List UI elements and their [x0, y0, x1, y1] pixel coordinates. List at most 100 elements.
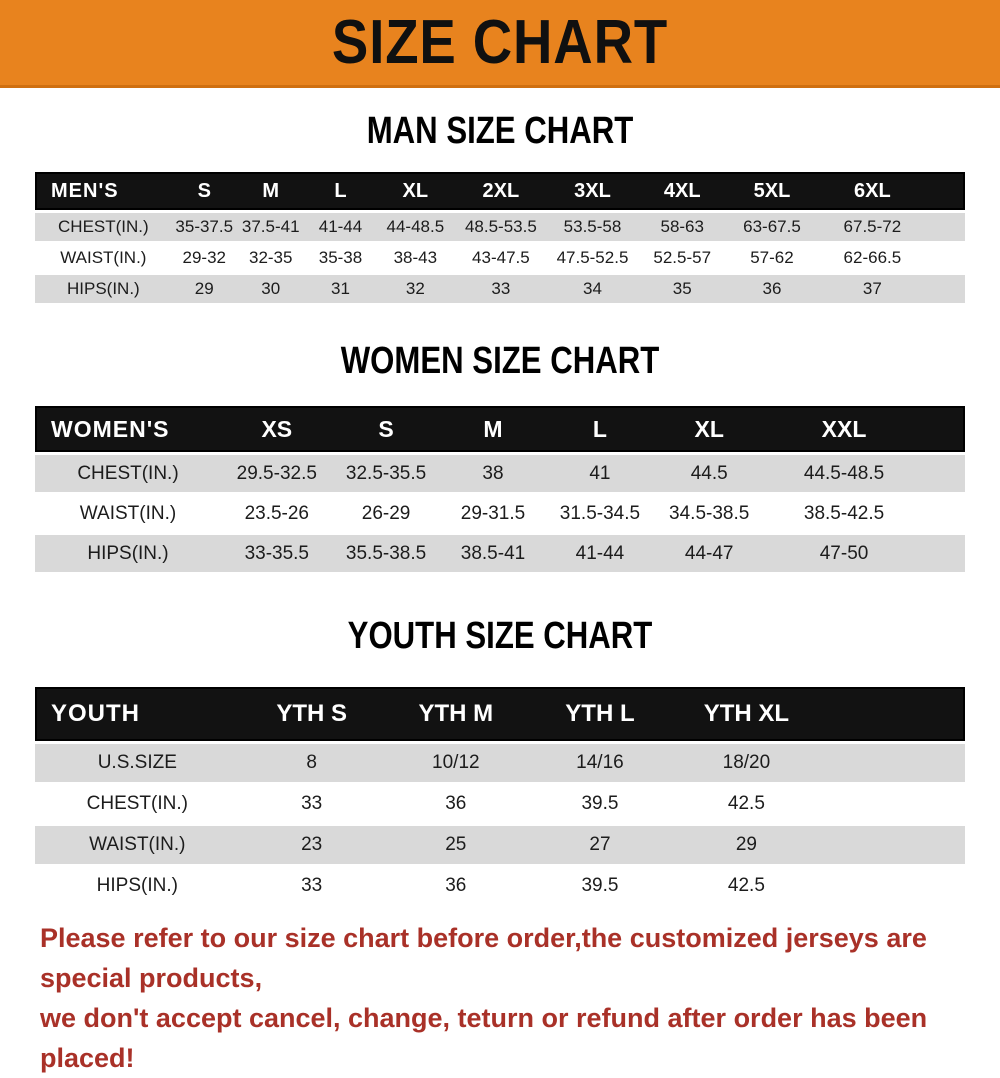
youth-table-row: HIPS(IN.) 33 36 39.5 42.5 — [35, 867, 965, 905]
row-label: HIPS(IN.) — [35, 275, 172, 303]
size-cell: 44.5 — [653, 455, 765, 492]
size-cell: 63-67.5 — [726, 213, 818, 241]
men-size-column-header: L — [304, 172, 377, 210]
size-cell: 39.5 — [527, 785, 673, 823]
size-cell: 42.5 — [672, 867, 821, 905]
men-size-column-header: XL — [376, 172, 455, 210]
men-table-row: HIPS(IN.) 29 30 31 32 33 34 35 36 37 — [35, 275, 965, 303]
women-table-row: CHEST(IN.) 29.5-32.5 32.5-35.5 38 41 44.5 44.5… — [35, 455, 965, 492]
size-cell: 62-66.5 — [817, 244, 928, 272]
row-label: CHEST(IN.) — [35, 785, 240, 823]
size-chart-banner-title: SIZE CHART — [331, 8, 669, 77]
size-cell: 58-63 — [637, 213, 727, 241]
men-table-row: CHEST(IN.) 35-37.5 37.5-41 41-44 44-48.5 48.5… — [35, 213, 965, 241]
size-cell: 8 — [239, 744, 384, 782]
row-label: U.S.SIZE — [35, 744, 240, 782]
size-cell: 33-35.5 — [221, 535, 333, 572]
size-cell: 26-29 — [332, 495, 440, 532]
men-corner-label: MEN'S — [35, 172, 172, 210]
women-size-column-header: XXL — [765, 406, 924, 452]
size-cell: 38 — [439, 455, 547, 492]
size-cell: 29-31.5 — [439, 495, 547, 532]
size-chart-content: MAN SIZE CHART MEN'S S M L XL 2XL 3XL 4XL 5XL 6XL… — [0, 110, 1000, 1078]
size-cell: 38.5-41 — [439, 535, 547, 572]
men-size-column-header: 5XL — [726, 172, 818, 210]
youth-size-column-header: YTH L — [527, 687, 673, 741]
size-cell: 35 — [637, 275, 727, 303]
size-cell: 30 — [236, 275, 305, 303]
youth-table-row: CHEST(IN.) 33 36 39.5 42.5 — [35, 785, 965, 823]
size-cell: 38-43 — [376, 244, 455, 272]
size-cell: 31 — [304, 275, 377, 303]
row-label: WAIST(IN.) — [35, 244, 172, 272]
size-cell: 32-35 — [236, 244, 305, 272]
size-cell: 43-47.5 — [454, 244, 548, 272]
size-cell: 35.5-38.5 — [332, 535, 440, 572]
size-cell: 27 — [527, 826, 673, 864]
size-cell: 44.5-48.5 — [765, 455, 924, 492]
size-cell: 47.5-52.5 — [547, 244, 638, 272]
women-size-table: WOMEN'S XS S M L XL XXL CHEST(IN.) 29.5-32.5 32.5… — [35, 403, 965, 575]
women-size-column-header: L — [546, 406, 654, 452]
size-cell: 53.5-58 — [547, 213, 638, 241]
row-label: HIPS(IN.) — [35, 535, 221, 572]
size-cell: 39.5 — [527, 867, 673, 905]
women-size-column-header: S — [332, 406, 440, 452]
women-size-chart-title: WOMEN SIZE CHART — [340, 340, 660, 382]
size-cell: 52.5-57 — [637, 244, 727, 272]
size-cell: 44-47 — [653, 535, 765, 572]
size-cell: 36 — [383, 867, 528, 905]
women-size-column-header: M — [439, 406, 547, 452]
size-cell: 47-50 — [765, 535, 924, 572]
size-cell: 37 — [817, 275, 928, 303]
youth-table-row: WAIST(IN.) 23 25 27 29 — [35, 826, 965, 864]
size-cell: 18/20 — [672, 744, 821, 782]
order-note-line1: Please refer to our size chart before or… — [40, 923, 927, 993]
size-chart-banner: SIZE CHART — [0, 0, 1000, 88]
size-cell: 36 — [726, 275, 818, 303]
filler-cell — [927, 172, 965, 210]
filler-cell — [923, 535, 965, 572]
women-size-column-header: XL — [653, 406, 765, 452]
youth-size-table: YOUTH YTH S YTH M YTH L YTH XL U.S.SIZE 8 10/12… — [35, 684, 965, 908]
size-cell: 29 — [672, 826, 821, 864]
filler-cell — [927, 244, 965, 272]
filler-cell — [927, 213, 965, 241]
youth-size-column-header: YTH M — [383, 687, 528, 741]
size-cell: 35-38 — [304, 244, 377, 272]
youth-corner-label: YOUTH — [35, 687, 240, 741]
size-cell: 34 — [547, 275, 638, 303]
women-size-column-header: XS — [221, 406, 333, 452]
filler-cell — [923, 495, 965, 532]
men-size-column-header: 3XL — [547, 172, 638, 210]
youth-size-column-header: YTH S — [239, 687, 384, 741]
men-size-column-header: 2XL — [454, 172, 548, 210]
youth-size-chart-title: YOUTH SIZE CHART — [347, 615, 653, 657]
filler-cell — [820, 826, 965, 864]
filler-cell — [820, 687, 965, 741]
order-note: Please refer to our size chart before or… — [40, 918, 1000, 1078]
filler-cell — [820, 785, 965, 823]
women-table-row: WAIST(IN.) 23.5-26 26-29 29-31.5 31.5-34.5 34… — [35, 495, 965, 532]
row-label: WAIST(IN.) — [35, 826, 240, 864]
size-cell: 57-62 — [726, 244, 818, 272]
man-size-chart-title: MAN SIZE CHART — [366, 110, 634, 152]
men-size-column-header: 6XL — [817, 172, 928, 210]
size-cell: 23 — [239, 826, 384, 864]
size-cell: 36 — [383, 785, 528, 823]
size-cell: 41 — [546, 455, 654, 492]
size-cell: 44-48.5 — [376, 213, 455, 241]
men-size-column-header: S — [171, 172, 237, 210]
men-size-table: MEN'S S M L XL 2XL 3XL 4XL 5XL 6XL CHEST(IN.) 35-37… — [35, 169, 965, 306]
size-cell: 67.5-72 — [817, 213, 928, 241]
filler-cell — [820, 744, 965, 782]
size-cell: 38.5-42.5 — [765, 495, 924, 532]
size-cell: 48.5-53.5 — [454, 213, 548, 241]
size-cell: 41-44 — [546, 535, 654, 572]
women-corner-label: WOMEN'S — [35, 406, 221, 452]
size-cell: 23.5-26 — [221, 495, 333, 532]
size-cell: 37.5-41 — [236, 213, 305, 241]
size-cell: 33 — [239, 867, 384, 905]
filler-cell — [923, 455, 965, 492]
row-label: HIPS(IN.) — [35, 867, 240, 905]
